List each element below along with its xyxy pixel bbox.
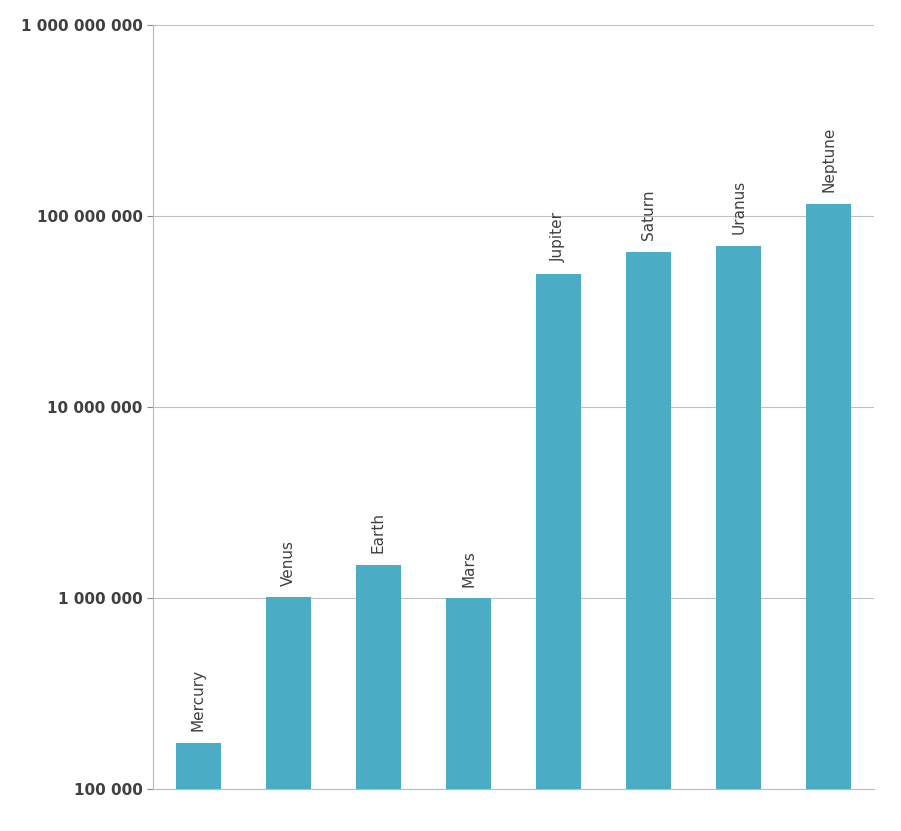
- Text: Venus: Venus: [281, 540, 296, 586]
- Bar: [446, 598, 491, 831]
- Text: Uranus: Uranus: [732, 179, 746, 234]
- Bar: [536, 273, 581, 831]
- Bar: [626, 252, 671, 831]
- Bar: [716, 246, 761, 831]
- Text: Mercury: Mercury: [191, 669, 205, 731]
- Bar: [266, 597, 311, 831]
- Text: Mars: Mars: [461, 550, 476, 587]
- Text: Earth: Earth: [371, 512, 386, 553]
- Bar: [806, 204, 851, 831]
- Text: Saturn: Saturn: [642, 189, 656, 240]
- Text: Neptune: Neptune: [822, 127, 836, 192]
- Text: Jupiter: Jupiter: [551, 212, 566, 262]
- Bar: [176, 743, 221, 831]
- Bar: [356, 564, 401, 831]
